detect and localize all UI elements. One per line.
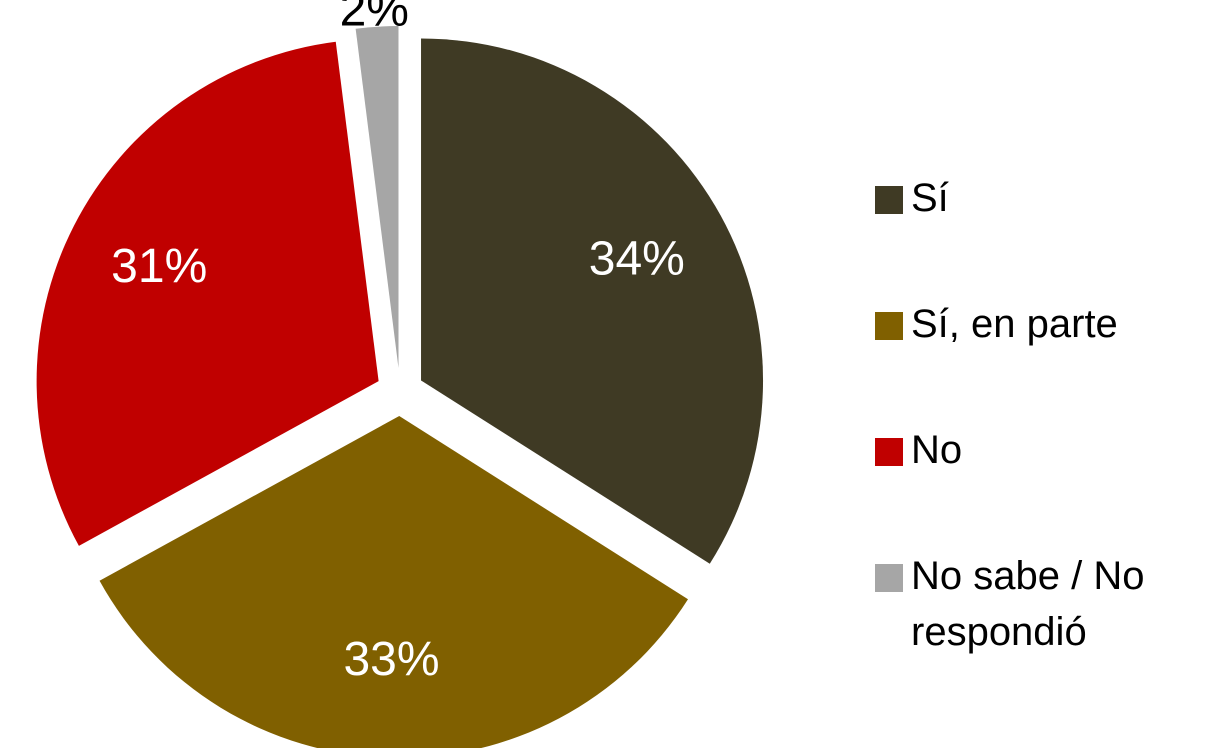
legend-swatch <box>875 564 903 592</box>
pie-slice <box>421 38 764 564</box>
pie-slice <box>36 41 379 546</box>
data-label: 2% <box>340 0 409 36</box>
data-label: 33% <box>343 633 439 686</box>
legend-label: No <box>911 428 963 472</box>
legend-item: No sabe / No respondió <box>875 548 1209 674</box>
pie-slice <box>99 415 689 748</box>
legend-label: Sí <box>911 176 949 220</box>
legend-swatch <box>875 186 903 214</box>
legend-item: No <box>875 422 1209 548</box>
chart: 34% 33% 31% 2% <box>36 0 764 748</box>
pie-slice <box>355 26 399 369</box>
legend-swatch <box>875 438 903 466</box>
legend: Sí Sí, en parte No No sabe / No respondió <box>875 170 1209 674</box>
data-label: 31% <box>111 240 207 293</box>
legend-label: Sí, en parte <box>911 302 1118 346</box>
legend-item: Sí, en parte <box>875 296 1209 422</box>
legend-item: Sí <box>875 170 1209 296</box>
data-label: 34% <box>589 232 685 285</box>
legend-label: No sabe / No respondió <box>911 554 1145 654</box>
legend-swatch <box>875 312 903 340</box>
